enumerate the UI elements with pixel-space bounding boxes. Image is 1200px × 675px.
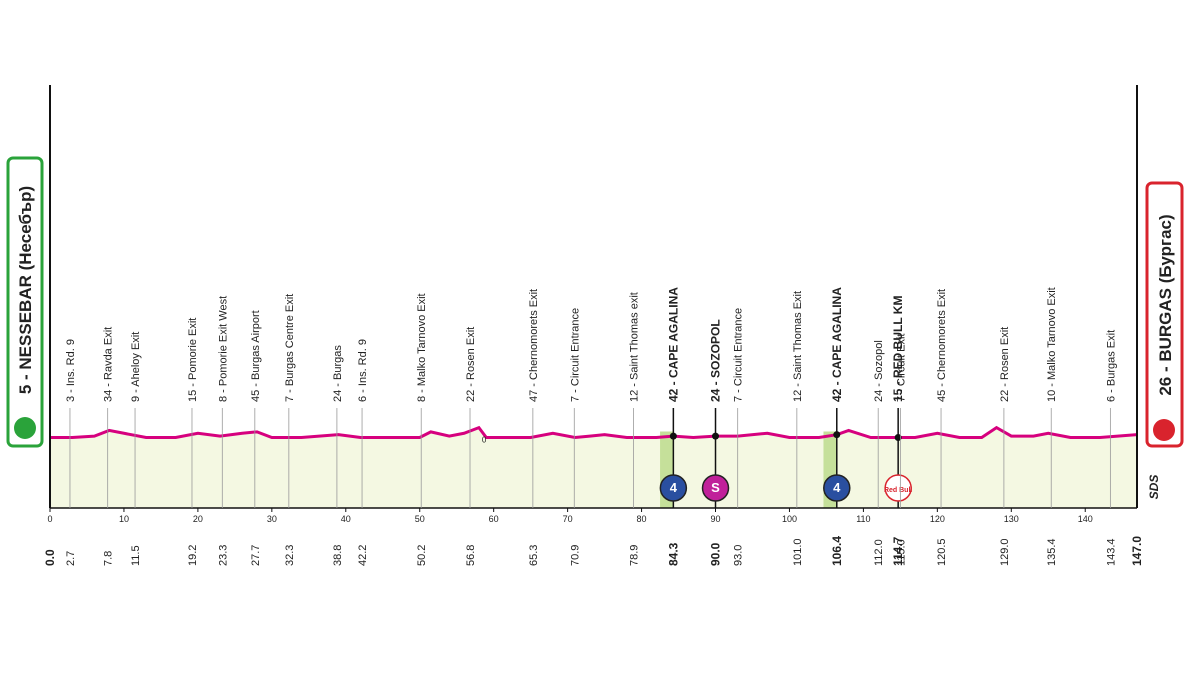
distance-label: 106.4: [830, 536, 844, 566]
distance-label: 0.0: [43, 549, 57, 566]
waypoint-label: 15 - Pomorie Exit: [187, 318, 199, 402]
waypoint-label: 7 - Burgas Centre Exit: [284, 294, 296, 402]
waypoint-label: 9 - Aheloy Exit: [130, 332, 142, 402]
badge-label: 4: [833, 480, 841, 495]
x-tick-label: 70: [563, 514, 573, 524]
finish-icon: [1153, 419, 1175, 441]
profile-note: 0: [482, 436, 487, 445]
distance-label: 143.4: [1105, 538, 1117, 566]
distance-label: 114.7: [891, 536, 905, 566]
distance-label: 38.8: [332, 545, 344, 566]
badge: [884, 474, 912, 502]
logo: SDS: [1147, 475, 1161, 500]
distance-label: 120.5: [936, 538, 948, 566]
waypoint-label: 24 - SOZOPOL: [709, 319, 723, 402]
distance-label: 7.8: [103, 551, 115, 566]
waypoint-label: 3 - Ins. Rd. 9: [65, 339, 77, 402]
distance-label: 32.3: [284, 545, 296, 566]
start-label: 5 - NESSEBAR (Несебър): [16, 186, 35, 394]
x-tick-label: 120: [930, 514, 945, 524]
waypoint-label: 8 - Pomorie Exit West: [217, 296, 229, 402]
finish-label: 26 - BURGAS (Бургас): [1156, 214, 1175, 395]
waypoint-label: 47 - Chernomorets Exit: [528, 289, 540, 402]
badge: [701, 474, 730, 502]
badge: [659, 474, 688, 502]
x-tick-label: 130: [1004, 514, 1019, 524]
x-tick-label: 90: [711, 514, 721, 524]
waypoint-dot: [833, 431, 841, 439]
x-tick-label: 30: [267, 514, 277, 524]
waypoint-label: 24 - Sozopol: [873, 340, 885, 402]
waypoint-label: 6 - Burgas Exit: [1105, 330, 1117, 402]
badge: [823, 474, 851, 502]
profile-area: 0 0 10 20 30 40 50 60 70 80 90 100 110 120 130 140 0.0 2.…: [43, 85, 1144, 566]
waypoint-label: 24 - Burgas: [332, 345, 344, 402]
waypoint-label: 45 - Burgas Airport: [250, 310, 262, 402]
badge-label: S: [711, 480, 720, 495]
waypoint-label: 7 - Circuit Entrance: [733, 308, 745, 402]
distance-label: 93.0: [733, 545, 745, 566]
waypoint-dot: [669, 432, 677, 440]
distance-label: 84.3: [666, 542, 680, 566]
distance-label: 27.7: [250, 545, 262, 566]
distance-label: 112.0: [873, 539, 885, 566]
profile-line: [50, 425, 1138, 440]
distance-label: 90.0: [709, 542, 723, 566]
distance-label: 101.0: [792, 538, 804, 566]
x-tick-label: 10: [119, 514, 129, 524]
distance-label: 129.0: [999, 538, 1011, 566]
x-tick-label: 0: [47, 514, 52, 524]
x-tick-label: 60: [489, 514, 499, 524]
waypoint-dot: [712, 432, 720, 440]
x-tick-label: 140: [1078, 514, 1093, 524]
x-tick-label: 100: [782, 514, 797, 524]
waypoint-label: 22 - Rosen Exit: [465, 327, 477, 402]
waypoint-label: 7 - Circuit Entrance: [569, 308, 581, 402]
waypoint-label: 15 - RED BULL KM: [891, 296, 905, 402]
x-tick-label: 20: [193, 514, 203, 524]
distance-label: 147.0: [1130, 536, 1144, 566]
distance-label: 42.2: [357, 545, 369, 566]
distance-label: 11.5: [130, 545, 142, 566]
start-icon: [14, 417, 36, 439]
waypoint-label: 6 - Ins. Rd. 9: [357, 339, 369, 402]
start-box: [6, 156, 44, 448]
distance-label: 23.3: [217, 545, 229, 566]
waypoint-label: 12 - Saint Thomas Exit: [792, 291, 804, 402]
distance-label: 135.4: [1046, 538, 1058, 566]
finish-box: [1145, 181, 1184, 448]
waypoint-label: 22 - Rosen Exit: [999, 327, 1011, 402]
waypoint-label: 45 - Chernomorets Exit: [936, 289, 948, 402]
distance-label: 56.8: [465, 545, 477, 566]
x-tick-label: 40: [341, 514, 351, 524]
distance-label: 50.2: [416, 545, 428, 566]
x-tick-label: 110: [856, 514, 870, 524]
distance-label: 70.9: [569, 545, 581, 566]
badge-label: 4: [670, 480, 678, 495]
waypoint-dot: [894, 434, 902, 441]
waypoint-label: 34 - Ravda Exit: [103, 327, 115, 402]
badge-label: Red Bull: [884, 487, 912, 494]
distance-label: 115.0: [895, 539, 907, 566]
waypoint-label: 42 - CAPE AGALINA: [830, 287, 844, 402]
waypoint-label: 7 - Circuit Exit: [895, 334, 907, 402]
waypoint-label: 42 - CAPE AGALINA: [666, 287, 680, 402]
waypoint-label: 12 - Saint Thomas exit: [628, 292, 640, 402]
x-tick-label: 80: [637, 514, 647, 524]
distance-label: 2.7: [65, 551, 77, 566]
profile-fill: [50, 427, 1137, 508]
x-tick-label: 50: [415, 514, 425, 524]
waypoint-label: 10 - Malko Tarnovo Exit: [1046, 287, 1058, 402]
distance-label: 78.9: [628, 545, 640, 566]
distance-label: 19.2: [187, 545, 199, 566]
distance-label: 65.3: [528, 545, 540, 566]
waypoint-label: 8 - Malko Tarnovo Exit: [416, 293, 428, 402]
